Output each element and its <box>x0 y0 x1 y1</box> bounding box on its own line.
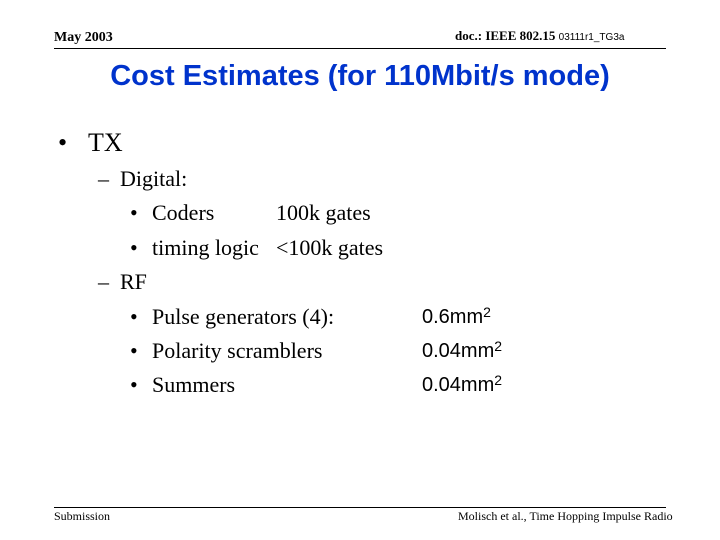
bullet-digital-marker: – <box>98 166 109 191</box>
rf-item-area: 0.04mm2 <box>422 372 503 397</box>
rf-item-value: 0.04mm <box>422 340 495 362</box>
digital-item-label: timing logic <box>152 235 259 260</box>
rf-item-exponent: 2 <box>494 338 503 354</box>
rf-item-value: 0.04mm <box>422 374 495 396</box>
digital-item-marker: • <box>130 235 138 260</box>
slide-title: Cost Estimates (for 110Mbit/s mode) <box>110 60 610 92</box>
bullet-tx-marker: • <box>58 128 68 157</box>
rf-item-exponent: 2 <box>494 372 503 388</box>
digital-item-value: 100k gates <box>276 200 371 225</box>
digital-item-value: <100k gates <box>276 235 384 260</box>
header-doc-id: doc.: IEEE 802.15 03111r1_TG3a <box>455 28 624 44</box>
rf-item-label: Summers <box>152 372 236 397</box>
rf-item-area: 0.6mm2 <box>422 304 491 329</box>
bullet-rf-marker: – <box>98 269 109 294</box>
rf-item-exponent: 2 <box>483 304 491 320</box>
rf-item-area: 0.04mm2 <box>422 338 503 363</box>
rf-item-marker: • <box>130 304 138 329</box>
rf-item-label: Pulse generators (4): <box>152 304 335 329</box>
header-date: May 2003 <box>54 30 113 45</box>
header-doc-number: 03111r1_TG3a <box>558 32 625 43</box>
footer-right: Molisch et al., Time Hopping Impulse Rad… <box>458 509 673 523</box>
rf-item-marker: • <box>130 372 138 397</box>
footer-left: Submission <box>54 509 111 523</box>
footer-rule <box>54 507 666 508</box>
rf-item-value: 0.6mm <box>422 306 484 328</box>
digital-item-marker: • <box>130 200 138 225</box>
bullet-digital-label: Digital: <box>120 166 188 191</box>
bullet-tx-label: TX <box>88 128 123 157</box>
bullet-rf-label: RF <box>120 269 147 294</box>
rf-item-label: Polarity scramblers <box>152 338 323 363</box>
digital-item-label: Coders <box>152 200 215 225</box>
header-doc-prefix: doc.: IEEE 802.15 <box>455 28 556 43</box>
header-rule <box>54 48 666 49</box>
rf-item-marker: • <box>130 338 138 363</box>
